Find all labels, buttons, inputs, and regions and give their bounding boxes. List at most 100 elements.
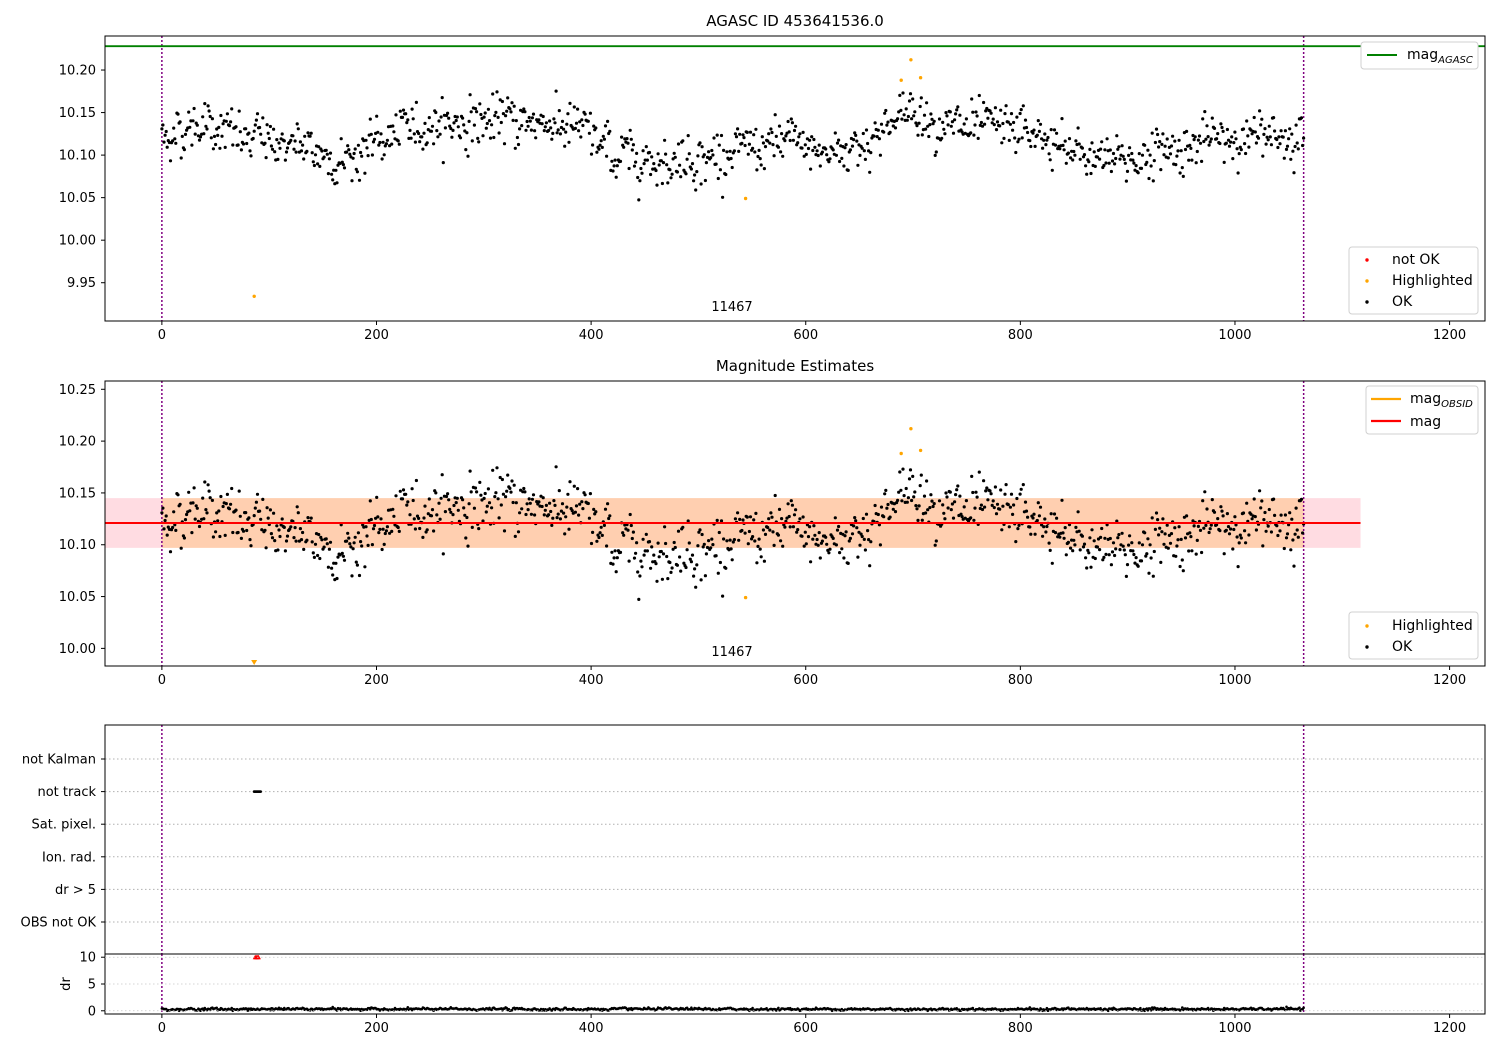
ok-point (251, 136, 255, 141)
ok-point (950, 120, 955, 124)
ok-point (1178, 171, 1182, 175)
ok-point (1117, 533, 1121, 537)
ok-point (1111, 541, 1116, 545)
ok-point (1216, 517, 1220, 521)
legend-box (1348, 611, 1479, 660)
ok-point (540, 122, 544, 126)
ok-point (1299, 116, 1304, 120)
ok-point (443, 126, 447, 130)
ok-point (313, 153, 318, 157)
ok-point (299, 149, 304, 153)
ok-point (163, 518, 167, 523)
ok-point (773, 113, 777, 117)
ok-point (392, 514, 396, 518)
ok-point (1049, 128, 1053, 132)
ok-point (1110, 550, 1115, 554)
ok-point (741, 133, 745, 137)
ok-point (429, 514, 434, 518)
ok-point (610, 159, 614, 163)
ok-point (414, 478, 418, 483)
ok-point (597, 147, 601, 151)
ok-point (1291, 149, 1295, 153)
ok-point (261, 497, 265, 501)
ok-point (729, 547, 733, 551)
ok-point (350, 179, 354, 183)
ok-point (732, 149, 737, 153)
ok-point (625, 137, 629, 141)
ok-point (1088, 147, 1092, 151)
ok-point (866, 141, 870, 146)
ok-point (640, 171, 644, 175)
ok-point (1031, 131, 1035, 135)
ok-point (886, 502, 890, 507)
ok-point (1040, 523, 1044, 527)
ok-point (203, 480, 207, 484)
ok-point (1266, 138, 1270, 142)
ok-point (452, 121, 456, 125)
ok-point (1180, 166, 1184, 170)
ok-point (958, 494, 962, 498)
ok-point (375, 495, 379, 499)
ok-point (1140, 543, 1145, 547)
ok-point (1063, 139, 1067, 143)
ok-point (998, 124, 1002, 128)
ok-point (679, 569, 683, 573)
ok-point (1012, 120, 1016, 125)
ok-point (834, 543, 839, 547)
ok-point (671, 157, 675, 161)
ok-point (639, 166, 643, 171)
ok-point (933, 153, 937, 157)
ok-point (1124, 574, 1128, 579)
ok-point (796, 528, 800, 532)
ok-point (977, 470, 981, 474)
ok-point (244, 510, 248, 515)
ok-point (1227, 532, 1232, 536)
ok-point (351, 547, 355, 551)
ok-point (440, 473, 444, 477)
ok-point (308, 134, 312, 138)
ok-point (834, 153, 839, 157)
ok-point (705, 155, 710, 159)
ok-point (283, 158, 287, 162)
ok-point (1181, 569, 1185, 573)
ok-point (594, 510, 598, 514)
ok-point (161, 123, 165, 127)
ok-point (1067, 137, 1072, 141)
ok-point (1273, 129, 1277, 133)
ok-point (883, 492, 887, 496)
legend-label-ok: OK (1392, 639, 1413, 655)
ok-point (1203, 490, 1207, 494)
ok-point (1239, 148, 1243, 152)
ok-point (837, 524, 841, 529)
ok-point (451, 128, 455, 132)
ok-point (858, 543, 862, 547)
ok-point (1115, 519, 1119, 523)
ok-point (342, 166, 347, 170)
ok-point (1225, 511, 1229, 516)
ok-point (1203, 110, 1207, 114)
ok-point (564, 130, 568, 134)
ok-point (924, 127, 928, 131)
dr-point (1139, 1006, 1142, 1010)
ok-point (1160, 530, 1164, 534)
ok-point (340, 160, 344, 164)
ok-point (423, 121, 427, 125)
ok-point (447, 116, 451, 120)
ok-point (825, 153, 829, 157)
ok-point (1212, 510, 1217, 514)
ok-point (353, 535, 357, 539)
ok-point (773, 493, 777, 498)
ok-point (293, 139, 297, 143)
ok-point (1047, 541, 1051, 545)
ok-point (1055, 131, 1059, 135)
ok-point (954, 493, 958, 497)
ok-point (384, 529, 388, 533)
ok-point (1099, 147, 1103, 151)
ok-point (1031, 516, 1035, 520)
ok-point (956, 484, 960, 488)
ok-point (611, 169, 615, 173)
ok-point (943, 517, 947, 521)
ok-point (850, 144, 855, 148)
dr-point (330, 1007, 333, 1011)
legend-marker-ok (1365, 300, 1369, 304)
